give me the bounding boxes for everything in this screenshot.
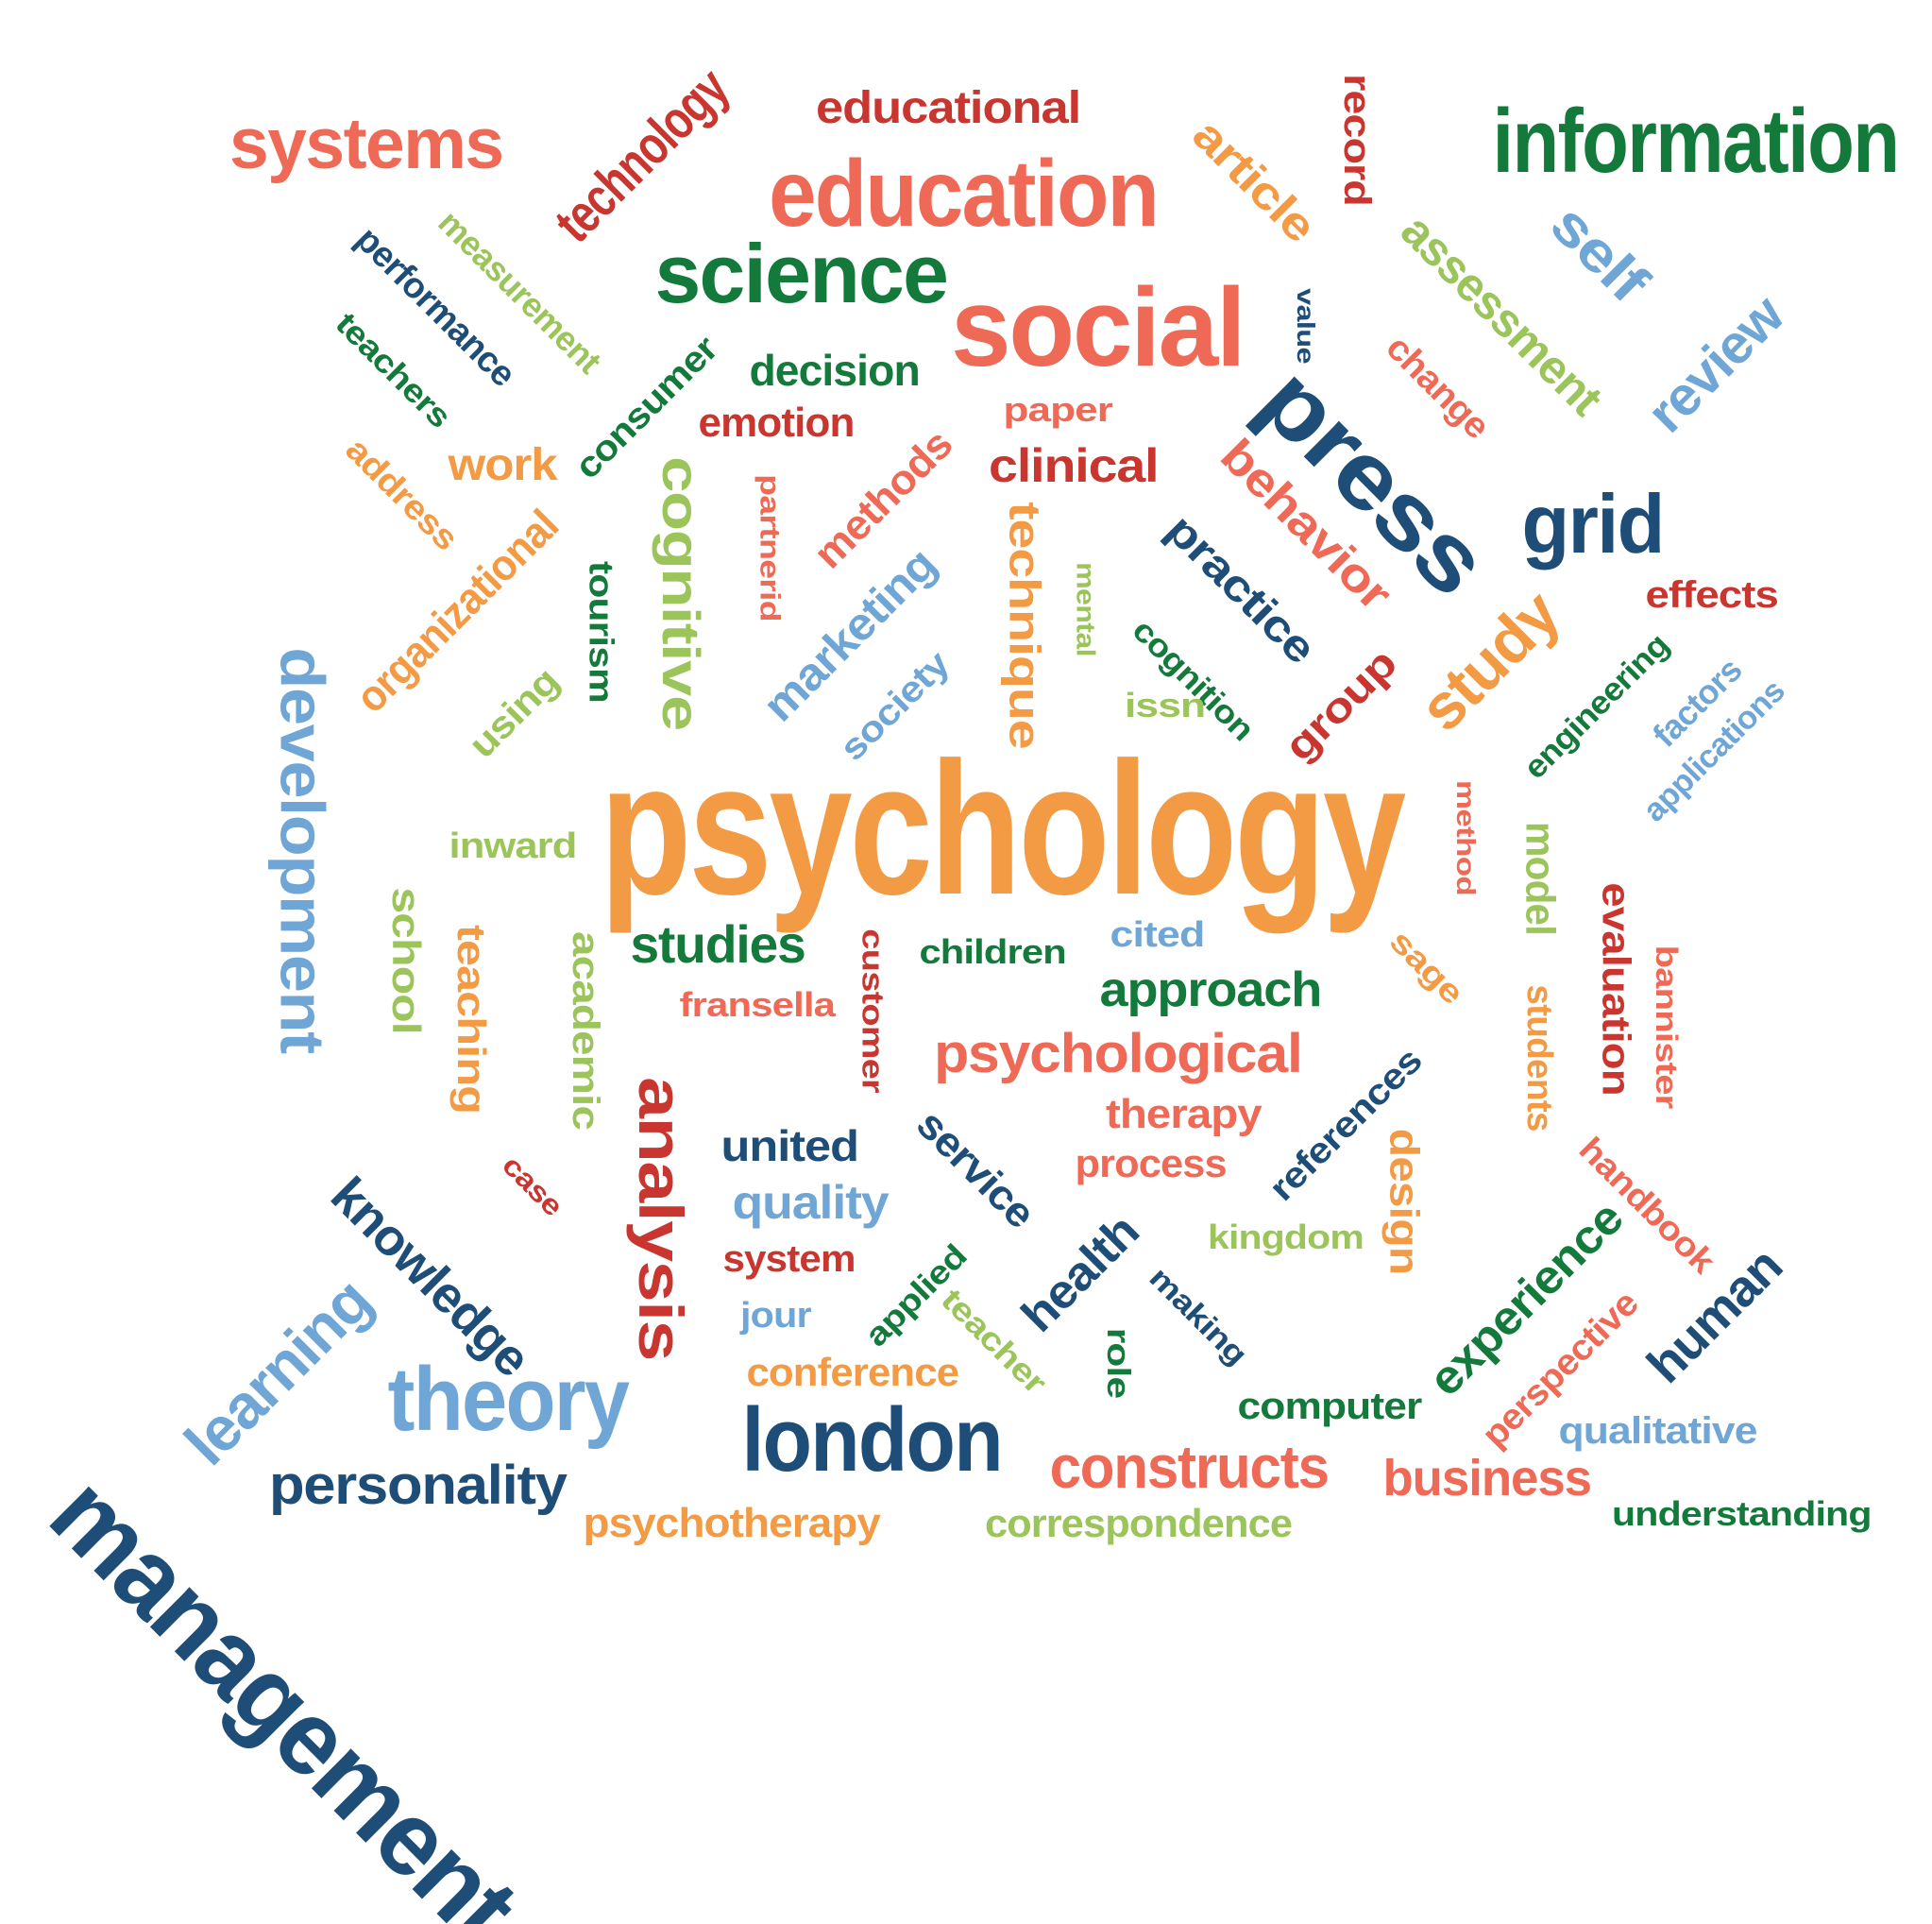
- word-development: development: [266, 647, 337, 1053]
- word-method: method: [1450, 779, 1481, 896]
- word-methods: methods: [804, 420, 961, 578]
- word-london: london: [741, 1389, 1003, 1490]
- word-partnerid: partnerid: [753, 474, 785, 621]
- word-paper: paper: [1003, 390, 1112, 429]
- word-kingdom: kingdom: [1207, 1217, 1364, 1256]
- word-psychology: psychology: [599, 724, 1406, 934]
- word-school: school: [384, 887, 430, 1034]
- word-change: change: [1378, 328, 1498, 447]
- word-human: human: [1635, 1237, 1793, 1394]
- word-bannister: bannister: [1650, 945, 1685, 1109]
- word-emotion: emotion: [698, 400, 856, 446]
- word-business: business: [1381, 1450, 1592, 1507]
- word-technique: technique: [999, 502, 1049, 749]
- word-clinical: clinical: [989, 439, 1160, 492]
- word-design: design: [1380, 1128, 1427, 1275]
- word-children: children: [919, 932, 1066, 971]
- word-cognitive: cognitive: [651, 456, 711, 730]
- word-sage: sage: [1381, 923, 1470, 1012]
- word-teaching: teaching: [449, 924, 494, 1115]
- word-address: address: [337, 430, 466, 558]
- word-work: work: [448, 440, 557, 490]
- word-correspondence: correspondence: [984, 1501, 1292, 1545]
- word-therapy: therapy: [1105, 1091, 1263, 1137]
- word-approach: approach: [1099, 962, 1322, 1017]
- word-learning: learning: [171, 1265, 384, 1478]
- word-review: review: [1635, 283, 1796, 445]
- word-model: model: [1517, 821, 1564, 936]
- word-quality: quality: [732, 1176, 890, 1229]
- word-cited: cited: [1110, 915, 1205, 955]
- word-technology: technology: [543, 57, 740, 254]
- word-students: students: [1519, 984, 1560, 1132]
- word-systems: systems: [229, 104, 504, 184]
- word-record: record: [1335, 74, 1378, 206]
- word-mental: mental: [1070, 562, 1100, 656]
- word-health: health: [1010, 1204, 1149, 1342]
- word-psychotherapy: psychotherapy: [583, 1500, 881, 1546]
- word-qualitative: qualitative: [1558, 1410, 1757, 1452]
- word-jour: jour: [739, 1296, 812, 1336]
- word-information: information: [1492, 91, 1899, 192]
- word-grid: grid: [1521, 477, 1665, 570]
- word-case: case: [496, 1149, 568, 1222]
- word-service: service: [907, 1100, 1044, 1237]
- word-article: article: [1182, 110, 1325, 252]
- word-educational: educational: [815, 83, 1081, 133]
- word-constructs: constructs: [1049, 1433, 1330, 1501]
- word-evaluation: evaluation: [1594, 882, 1639, 1096]
- word-analysis: analysis: [625, 1077, 696, 1360]
- word-computer: computer: [1237, 1386, 1423, 1427]
- word-education: education: [769, 141, 1160, 247]
- word-self: self: [1537, 192, 1660, 314]
- word-system: system: [721, 1238, 856, 1280]
- word-making: making: [1143, 1260, 1254, 1371]
- word-value: value: [1291, 288, 1320, 364]
- word-role: role: [1099, 1327, 1136, 1399]
- word-tourism: tourism: [581, 561, 620, 703]
- word-social: social: [950, 265, 1246, 390]
- word-decision: decision: [748, 346, 920, 395]
- word-process: process: [1075, 1141, 1227, 1185]
- word-conference: conference: [746, 1350, 959, 1394]
- word-science: science: [653, 227, 948, 320]
- word-experience: experience: [1417, 1191, 1633, 1406]
- word-inward: inward: [449, 826, 578, 866]
- word-personality: personality: [268, 1455, 567, 1516]
- word-customer: customer: [855, 928, 890, 1093]
- word-using: using: [460, 659, 567, 767]
- word-theory: theory: [387, 1349, 631, 1450]
- word-effects: effects: [1644, 574, 1778, 616]
- word-united: united: [720, 1121, 859, 1170]
- word-psychological: psychological: [934, 1023, 1303, 1084]
- word-issn: issn: [1124, 686, 1205, 724]
- word-studies: studies: [630, 914, 806, 974]
- word-understanding: understanding: [1611, 1494, 1872, 1533]
- word-academic: academic: [564, 931, 606, 1130]
- word-management: management: [27, 1454, 540, 1924]
- word-fransella: fransella: [679, 985, 836, 1024]
